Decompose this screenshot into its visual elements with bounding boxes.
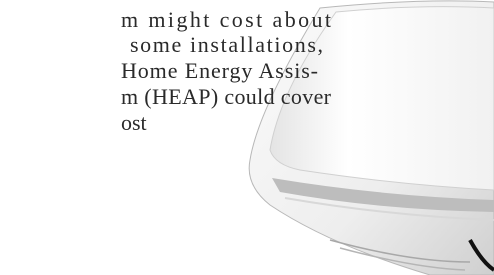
text-line: m (HEAP) could cover	[121, 84, 332, 109]
page: m might cost about some installations, H…	[0, 0, 494, 275]
text-line: m might cost about	[121, 7, 331, 32]
text-line: ost	[121, 110, 147, 135]
text-line: Home Energy Assis-	[121, 58, 318, 83]
page-canvas: m might cost about some installations, H…	[0, 0, 494, 275]
text-line: some installations,	[130, 32, 323, 57]
